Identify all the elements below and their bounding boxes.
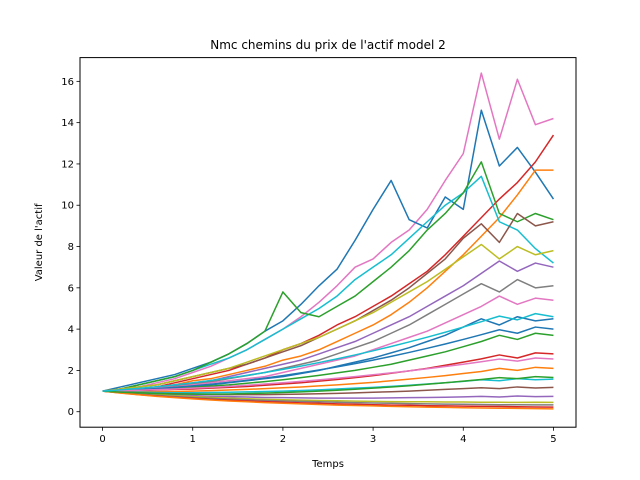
x-tick-label: 1 bbox=[190, 434, 196, 445]
series-layer bbox=[102, 72, 555, 410]
series-line-26 bbox=[102, 312, 554, 392]
y-tick-label: 4 bbox=[68, 325, 74, 336]
x-axis: 0 1 2 3 4 5 bbox=[99, 427, 557, 445]
x-tick-label: 4 bbox=[460, 434, 466, 445]
y-tick-label: 8 bbox=[68, 242, 74, 253]
series-line-25 bbox=[102, 375, 554, 395]
series-line-20 bbox=[102, 390, 554, 406]
y-axis: 0 2 4 6 8 10 12 14 16 bbox=[61, 77, 80, 418]
chart-title: Nmc chemins du prix de l'actif model 2 bbox=[210, 38, 446, 52]
series-line-23 bbox=[102, 326, 554, 392]
series-line-24 bbox=[102, 357, 554, 392]
y-tick-label: 6 bbox=[68, 283, 74, 294]
x-axis-label: Temps bbox=[311, 459, 344, 470]
y-tick-label: 14 bbox=[61, 118, 74, 129]
series-line-6 bbox=[102, 161, 554, 392]
y-tick-label: 10 bbox=[61, 201, 74, 212]
x-tick-label: 0 bbox=[99, 434, 105, 445]
series-line-2 bbox=[102, 109, 555, 392]
y-tick-label: 2 bbox=[68, 366, 74, 377]
x-tick-label: 3 bbox=[370, 434, 376, 445]
series-line-1 bbox=[102, 72, 554, 392]
series-line-10 bbox=[102, 278, 554, 392]
x-tick-label: 5 bbox=[550, 434, 556, 445]
x-tick-label: 2 bbox=[280, 434, 286, 445]
y-tick-label: 12 bbox=[61, 159, 74, 170]
y-tick-label: 16 bbox=[61, 77, 74, 88]
plot-frame bbox=[79, 57, 577, 428]
y-tick-label: 0 bbox=[68, 407, 74, 418]
y-axis-label: Valeur de l'actif bbox=[34, 203, 45, 281]
series-line-18 bbox=[102, 390, 554, 399]
series-line-22 bbox=[102, 390, 554, 410]
series-line-8 bbox=[102, 243, 554, 392]
series-line-3 bbox=[102, 134, 555, 392]
series-line-15 bbox=[102, 366, 554, 393]
